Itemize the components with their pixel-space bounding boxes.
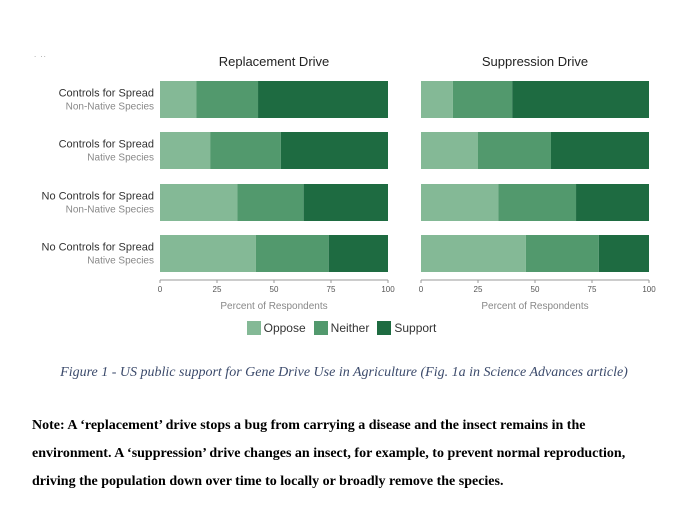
bar-suppression-row-3-oppose xyxy=(421,235,526,272)
category-label-1-line-2: Native Species xyxy=(87,153,154,164)
panel-title-replacement: Replacement Drive xyxy=(219,54,330,69)
bar-suppression-row-1-support xyxy=(550,132,649,169)
bar-replacement-row-1-oppose xyxy=(160,132,211,169)
x-axis-label-suppression: Percent of Respondents xyxy=(481,301,588,312)
legend-item-oppose: Oppose xyxy=(246,321,306,335)
bar-suppression-row-0-support xyxy=(512,81,649,118)
bar-replacement-row-1-neither xyxy=(210,132,281,169)
x-tick-label-suppression-1: 25 xyxy=(474,285,483,294)
bar-replacement-row-0-support xyxy=(258,81,388,118)
bar-replacement-row-3-support xyxy=(328,235,388,272)
x-tick-label-replacement-0: 0 xyxy=(158,285,163,294)
bar-suppression-row-1-neither xyxy=(478,132,551,169)
legend-swatch-oppose xyxy=(246,321,261,335)
category-label-3-line-1: No Controls for Spread xyxy=(42,242,155,254)
bar-replacement-row-1-support xyxy=(280,132,388,169)
panel-title-suppression: Suppression Drive xyxy=(482,54,588,69)
bar-replacement-row-2-neither xyxy=(237,184,304,221)
bar-replacement-row-2-oppose xyxy=(160,184,238,221)
bar-replacement-row-0-neither xyxy=(196,81,259,118)
x-tick-label-suppression-3: 75 xyxy=(588,285,597,294)
legend-label-neither: Neither xyxy=(330,321,370,335)
category-label-0-line-2: Non-Native Species xyxy=(66,102,154,113)
x-tick-label-replacement-4: 100 xyxy=(381,285,395,294)
x-tick-label-suppression-4: 100 xyxy=(642,285,656,294)
chart-legend: Oppose Neither Support xyxy=(0,318,683,338)
bar-suppression-row-2-support xyxy=(576,184,649,221)
explanatory-note: Note: A ‘replacement’ drive stops a bug … xyxy=(32,418,626,489)
bar-replacement-row-3-neither xyxy=(255,235,329,272)
legend-label-support: Support xyxy=(394,321,437,335)
x-tick-label-replacement-2: 50 xyxy=(270,285,279,294)
corner-mark: . .. xyxy=(34,50,47,59)
x-tick-label-replacement-1: 25 xyxy=(213,285,222,294)
category-label-3-line-2: Native Species xyxy=(87,256,154,267)
bar-suppression-row-3-support xyxy=(598,235,649,272)
x-axis-label-replacement: Percent of Respondents xyxy=(220,301,327,312)
bar-suppression-row-1-oppose xyxy=(421,132,478,169)
figure-caption: Figure 1 - US public support for Gene Dr… xyxy=(60,365,628,380)
category-label-1-line-1: Controls for Spread xyxy=(59,139,154,151)
legend-label-oppose: Oppose xyxy=(263,321,306,335)
x-tick-label-replacement-3: 75 xyxy=(327,285,336,294)
legend-item-support: Support xyxy=(377,321,436,335)
category-label-2-line-1: No Controls for Spread xyxy=(42,191,155,203)
legend-swatch-neither xyxy=(313,321,328,335)
bar-suppression-row-3-neither xyxy=(525,235,599,272)
stacked-bar-chart: Controls for Spread Non-Native Species Con… xyxy=(42,54,657,312)
bar-suppression-row-2-oppose xyxy=(421,184,499,221)
bar-replacement-row-3-oppose xyxy=(160,235,256,272)
legend-item-neither: Neither xyxy=(313,321,370,335)
x-tick-label-suppression-2: 50 xyxy=(531,285,540,294)
bar-suppression-row-0-neither xyxy=(452,81,513,118)
x-tick-label-suppression-0: 0 xyxy=(419,285,424,294)
category-label-2-line-2: Non-Native Species xyxy=(66,205,154,216)
bar-suppression-row-2-neither xyxy=(498,184,577,221)
category-label-0-line-1: Controls for Spread xyxy=(59,88,154,100)
bar-replacement-row-0-oppose xyxy=(160,81,197,118)
bar-replacement-row-2-support xyxy=(303,184,388,221)
bar-suppression-row-0-oppose xyxy=(421,81,453,118)
legend-swatch-support xyxy=(377,321,392,335)
